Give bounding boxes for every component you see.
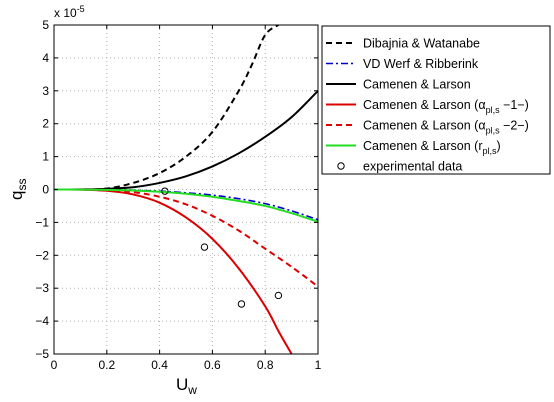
- x-axis-label: Uw: [176, 375, 197, 397]
- legend-marker: [337, 162, 345, 170]
- scatter-layer: [161, 187, 283, 308]
- legend-label-4: Camenen & Larson (αpl,s −1−): [363, 98, 529, 115]
- legend-label-6: Camenen & Larson (rpl,s): [363, 139, 501, 156]
- legend-box: [321, 25, 551, 175]
- y-tick-label: 4: [42, 51, 49, 65]
- y-tick-label: 1: [42, 150, 49, 164]
- ticks: 0 0.2 0.4 0.6 0.8 1 −5 −4 −3 −2 −1 0 1 2 3 4 5: [35, 18, 321, 372]
- y-tick-label: −4: [35, 314, 49, 328]
- y-tick-label: 0: [42, 183, 49, 197]
- legend-label-5: Camenen & Larson (αpl,s −2−): [363, 119, 529, 136]
- y-tick-label: 5: [42, 18, 49, 32]
- legend-label-2: VD Werf & Ribberink: [363, 57, 479, 71]
- x-tick-label: 0: [51, 358, 58, 372]
- x-tick-label: 0.8: [257, 358, 274, 372]
- x-tick-label: 1: [315, 358, 322, 372]
- y-tick-label: 2: [42, 117, 49, 131]
- legend-label-1: Dibajnia & Watanabe: [363, 37, 480, 51]
- y-tick-label: −5: [35, 347, 49, 361]
- y-tick-label: 3: [42, 84, 49, 98]
- x-tick-label: 0.4: [151, 358, 168, 372]
- y-axis-label: qss: [7, 179, 29, 200]
- y-multiplier-label: x 10-5: [54, 4, 85, 20]
- series-line-6: [54, 188, 318, 223]
- legend: Dibajnia & Watanabe VD Werf & Ribberink Ca…: [321, 25, 551, 175]
- x-tick-label: 0.2: [98, 358, 115, 372]
- y-tick-label: −1: [35, 215, 49, 229]
- y-tick-label: −2: [35, 248, 49, 262]
- series-layer: [54, 25, 318, 354]
- experimental-point: [274, 291, 283, 300]
- experimental-point: [200, 243, 209, 251]
- experimental-point: [161, 187, 169, 195]
- experimental-point: [237, 300, 246, 308]
- legend-label-3: Camenen & Larson: [363, 78, 471, 92]
- x-tick-label: 0.6: [204, 358, 221, 372]
- y-tick-label: −3: [35, 281, 49, 295]
- legend-label-7: experimental data: [363, 160, 462, 174]
